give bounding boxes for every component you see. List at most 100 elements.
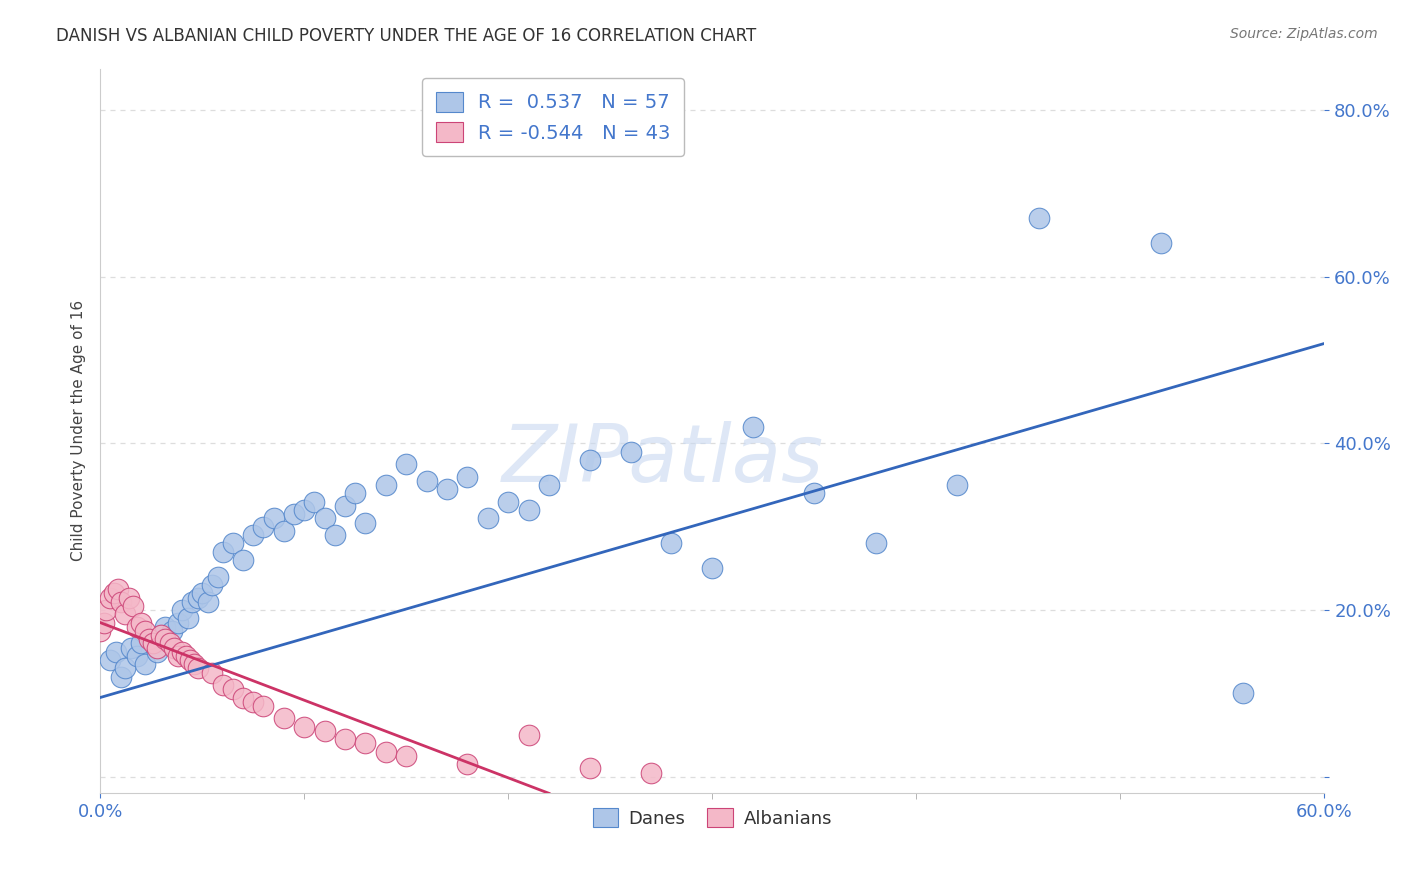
- Point: [121, 599, 143, 613]
- Point: [211, 678, 233, 692]
- Point: [162, 640, 184, 655]
- Point: [150, 628, 173, 642]
- Point: [138, 632, 160, 647]
- Point: [93, 615, 115, 630]
- Text: Source: ZipAtlas.com: Source: ZipAtlas.com: [1230, 27, 1378, 41]
- Point: [181, 595, 204, 609]
- Point: [946, 478, 969, 492]
- Point: [415, 474, 437, 488]
- Point: [252, 698, 274, 713]
- Point: [139, 632, 162, 647]
- Point: [166, 648, 188, 663]
- Point: [110, 670, 132, 684]
- Point: [155, 620, 177, 634]
- Point: [354, 736, 377, 750]
- Point: [98, 653, 121, 667]
- Point: [1028, 211, 1050, 226]
- Point: [333, 732, 356, 747]
- Point: [640, 765, 662, 780]
- Point: [177, 611, 200, 625]
- Point: [242, 528, 264, 542]
- Point: [283, 508, 305, 522]
- Point: [134, 624, 156, 638]
- Point: [304, 495, 326, 509]
- Point: [477, 511, 499, 525]
- Point: [579, 761, 602, 775]
- Point: [865, 536, 887, 550]
- Point: [155, 632, 177, 647]
- Point: [252, 520, 274, 534]
- Point: [333, 499, 356, 513]
- Point: [146, 645, 169, 659]
- Point: [395, 748, 418, 763]
- Point: [118, 591, 141, 605]
- Point: [125, 620, 148, 634]
- Point: [456, 469, 478, 483]
- Point: [96, 603, 118, 617]
- Text: DANISH VS ALBANIAN CHILD POVERTY UNDER THE AGE OF 16 CORRELATION CHART: DANISH VS ALBANIAN CHILD POVERTY UNDER T…: [56, 27, 756, 45]
- Point: [160, 624, 183, 638]
- Point: [292, 720, 315, 734]
- Point: [242, 695, 264, 709]
- Point: [103, 586, 125, 600]
- Point: [187, 661, 209, 675]
- Point: [191, 586, 214, 600]
- Point: [114, 661, 136, 675]
- Point: [517, 503, 540, 517]
- Text: ZIPatlas: ZIPatlas: [502, 421, 824, 499]
- Point: [142, 636, 165, 650]
- Point: [187, 591, 209, 605]
- Point: [211, 545, 233, 559]
- Point: [201, 665, 224, 680]
- Point: [354, 516, 377, 530]
- Point: [1150, 236, 1173, 251]
- Point: [314, 511, 336, 525]
- Point: [183, 657, 205, 672]
- Point: [620, 444, 643, 458]
- Point: [129, 615, 152, 630]
- Point: [207, 570, 229, 584]
- Point: [702, 561, 724, 575]
- Legend: Danes, Albanians: Danes, Albanians: [585, 801, 839, 835]
- Point: [98, 591, 121, 605]
- Point: [222, 682, 245, 697]
- Point: [579, 453, 602, 467]
- Point: [170, 645, 193, 659]
- Point: [120, 640, 142, 655]
- Point: [263, 511, 285, 525]
- Point: [232, 690, 254, 705]
- Point: [197, 595, 219, 609]
- Point: [105, 645, 128, 659]
- Point: [134, 657, 156, 672]
- Y-axis label: Child Poverty Under the Age of 16: Child Poverty Under the Age of 16: [72, 301, 86, 561]
- Point: [742, 419, 765, 434]
- Point: [537, 478, 560, 492]
- Point: [170, 603, 193, 617]
- Point: [107, 582, 129, 597]
- Point: [129, 636, 152, 650]
- Point: [323, 528, 346, 542]
- Point: [374, 745, 396, 759]
- Point: [166, 615, 188, 630]
- Point: [232, 553, 254, 567]
- Point: [314, 723, 336, 738]
- Point: [292, 503, 315, 517]
- Point: [201, 578, 224, 592]
- Point: [496, 495, 519, 509]
- Point: [273, 711, 295, 725]
- Point: [273, 524, 295, 538]
- Point: [436, 482, 458, 496]
- Point: [146, 640, 169, 655]
- Point: [89, 624, 111, 638]
- Point: [803, 486, 825, 500]
- Point: [344, 486, 367, 500]
- Point: [374, 478, 396, 492]
- Point: [456, 757, 478, 772]
- Point: [517, 728, 540, 742]
- Point: [1232, 686, 1254, 700]
- Point: [661, 536, 683, 550]
- Point: [114, 607, 136, 622]
- Point: [159, 636, 181, 650]
- Point: [179, 653, 201, 667]
- Point: [174, 648, 197, 663]
